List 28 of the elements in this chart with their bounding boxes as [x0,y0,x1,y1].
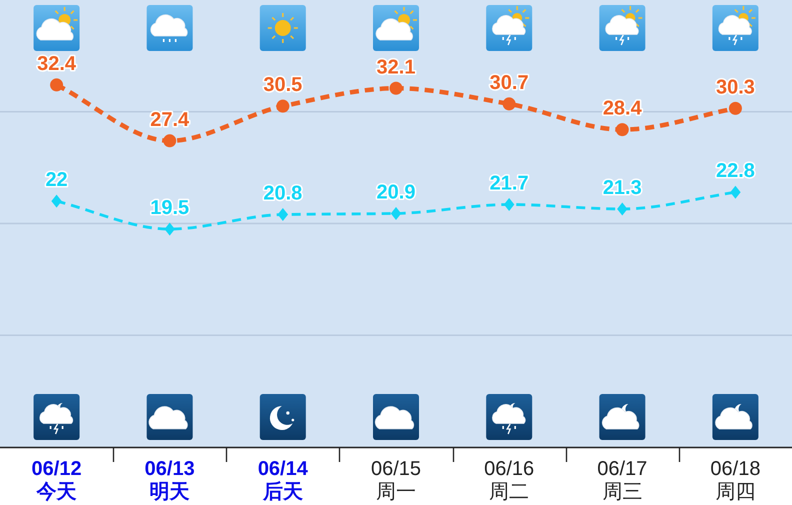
data-label: 32.1 [376,56,416,78]
data-label: 27.4 [150,108,190,131]
x-tick-label: 06/13 [144,458,195,480]
data-label: 19.5 [150,197,190,220]
x-tick-label: 06/15 [370,458,422,480]
data-label: 21.7 [490,172,529,194]
x-tick-label: 周四 [715,481,756,503]
data-label: 28.4 [602,98,642,120]
data-label: 32.4 [37,52,76,75]
x-tick-label: 06/18 [710,458,760,480]
data-label: 21.3 [602,176,642,199]
data-label: 20.8 [263,182,302,205]
data-label: 20.9 [376,181,416,204]
x-tick-label: 06/17 [597,458,648,480]
x-tick-label: 后天 [262,481,303,503]
data-label: 22 [45,169,68,192]
data-label: 30.3 [716,76,755,98]
data-label: 30.7 [490,72,529,94]
x-tick-label: 周一 [376,481,416,503]
data-label: 22.8 [716,160,755,182]
data-label: 30.5 [263,74,302,96]
x-tick-label: 06/16 [484,458,534,480]
x-tick-label: 周三 [602,481,642,503]
x-tick-label: 06/14 [258,458,308,480]
x-tick-label: 今天 [36,481,77,503]
x-tick-label: 06/12 [32,458,82,480]
x-tick-label: 明天 [150,481,190,503]
x-tick-label: 周二 [489,481,530,503]
